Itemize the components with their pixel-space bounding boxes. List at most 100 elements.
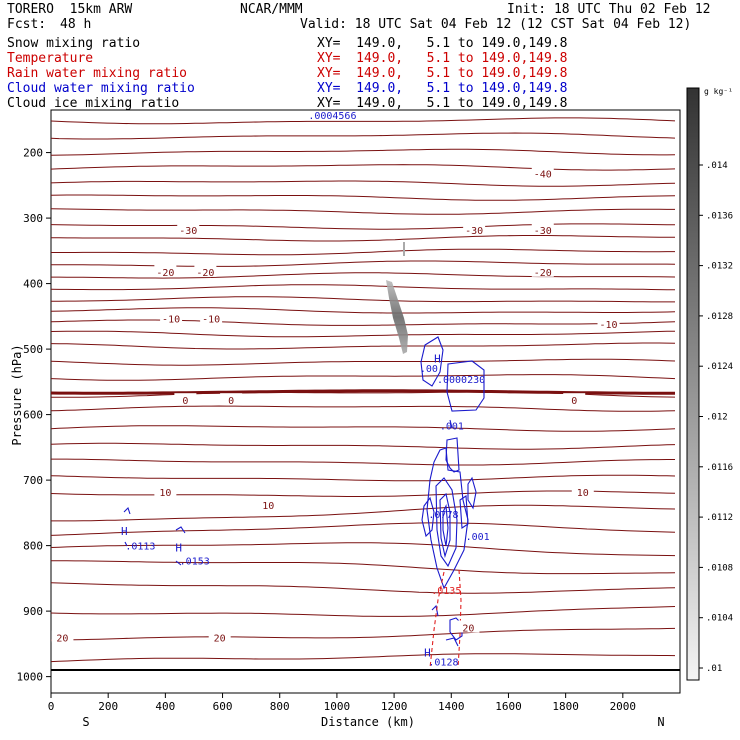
field-name-snow: Snow mixing ratio [7, 36, 141, 51]
x-tick-label: 1600 [495, 700, 522, 713]
isotherm-line [50, 319, 676, 326]
x-tick-label: 2000 [610, 700, 637, 713]
colorbar-unit: g kg⁻¹ [704, 87, 733, 96]
isotherm-label-bg [531, 264, 554, 277]
colorbar-tick-label: .0132 [706, 262, 733, 272]
cloud-max-marker: H [121, 525, 128, 538]
cloud-water-contours [123, 336, 485, 647]
isotherm-line [50, 627, 676, 641]
isotherm-line [50, 284, 676, 291]
isotherm-label-bg [571, 484, 594, 497]
isotherm-label: 10 [577, 488, 589, 499]
center-name: NCAR/MMM [240, 2, 303, 17]
isotherm-line [50, 405, 676, 412]
y-tick-label: 900 [23, 605, 43, 618]
isotherm-label-bg [531, 222, 554, 235]
field-name-temperature: Temperature [7, 51, 94, 66]
isotherm-label: -30 [179, 226, 197, 237]
cloud-water-label: .0000230 [437, 375, 485, 386]
cloud-max-marker: H [434, 352, 441, 365]
rain-water-contour-right [457, 569, 462, 669]
colorbar-ticks: .014 .0136 .0132 .0128 .0124 .012 .0116 .0112 .0… [699, 161, 733, 674]
isotherm-label: -10 [162, 314, 180, 325]
isotherm-label-bg [177, 222, 200, 235]
colorbar-tick-label: .01 [706, 664, 722, 674]
y-tick-label: 700 [23, 474, 43, 487]
colorbar-tick-label: .012 [706, 413, 728, 423]
isotherm-label: 20 [462, 623, 474, 634]
isotherm-label: 0 [228, 396, 234, 407]
isotherm-label-bg [563, 393, 586, 406]
isotherm-line [50, 374, 676, 381]
y-tick-label: 300 [23, 212, 43, 225]
isotherm-line [50, 653, 676, 663]
isotherm-line [50, 606, 676, 617]
isotherm-label-bg [208, 630, 231, 643]
isotherm-line [50, 582, 676, 594]
isotherm-label-bg [257, 497, 280, 510]
valid-time: Valid: 18 UTC Sat 04 Feb 12 (12 CST Sat … [300, 17, 692, 32]
colorbar-tick-label: .0136 [706, 211, 733, 221]
x-tick-label: 0 [48, 700, 55, 713]
isotherm-label: -20 [196, 268, 214, 279]
x-tick-label: 600 [213, 700, 233, 713]
isotherm-line [51, 458, 675, 466]
y-axis-title: Pressure (hPa) [10, 344, 24, 445]
fcst-value: 48 h [60, 17, 92, 32]
rain-water-contour-left [429, 571, 445, 669]
fcst-label: Fcst: [7, 17, 47, 32]
y-axis: 200 300 400 500 600 700 800 900 1000 [17, 147, 51, 684]
cloud-water-label: .0778 [428, 510, 458, 521]
cloud-water-label: .0153 [180, 557, 210, 568]
isotherm-line [51, 560, 676, 575]
isotherm-label: 20 [214, 633, 226, 644]
field-xsec-temperature: XY= 149.0, 5.1 to 149.0,149.8 [317, 51, 568, 66]
isotherm-label: -20 [156, 268, 174, 279]
isotherm-line [50, 358, 676, 366]
isotherm-line [50, 180, 676, 187]
cloud-water-label: .001 [440, 422, 464, 433]
isotherm-label: -30 [465, 226, 483, 237]
cloud-water-label: .00 [420, 364, 438, 375]
field-name-cloud-ice: Cloud ice mixing ratio [7, 96, 180, 111]
isotherm-line [50, 342, 676, 350]
isotherm-label-bg [160, 311, 183, 324]
isotherm-label: -30 [534, 226, 552, 237]
init-time: Init: 18 UTC Thu 02 Feb 12 [507, 2, 711, 17]
x-tick-label: 400 [155, 700, 175, 713]
isotherm-line [50, 148, 676, 156]
field-xsec-rain: XY= 149.0, 5.1 to 149.0,149.8 [317, 66, 568, 81]
isotherm-line [50, 132, 676, 140]
colorbar-tick-label: .0116 [706, 463, 733, 473]
isotherm-label: 0 [571, 396, 577, 407]
isotherm-label-bg [200, 311, 223, 324]
isotherm-label: 10 [159, 488, 171, 499]
colorbar-tick-label: .0108 [706, 563, 733, 573]
south-label: S [82, 715, 89, 729]
isotherm-label-bg [51, 630, 74, 643]
isotherm-line [51, 504, 676, 522]
isotherm-line [50, 425, 676, 432]
snow-mixing-streak [386, 280, 408, 354]
colorbar-tick-label: .0112 [706, 513, 733, 523]
isotherm-label-bg [457, 620, 480, 633]
y-tick-label: 400 [23, 278, 43, 291]
rain-water-label: .0135 [431, 586, 461, 597]
cloud-water-label: .0113 [125, 542, 155, 553]
colorbar-tick-label: .0104 [706, 614, 733, 624]
isotherm-label-bg [597, 317, 620, 330]
isotherm-label: 0 [182, 396, 188, 407]
cloud-labels: .0004566 .00.0000230 .001 .0778 .001 .0113 .01… [121, 111, 490, 668]
isotherm-label-bg [531, 166, 554, 179]
isotherm-line [50, 442, 676, 450]
y-tick-label: 200 [23, 147, 43, 160]
x-tick-label: 1200 [381, 700, 408, 713]
field-xsec-cloud-water: XY= 149.0, 5.1 to 149.0,149.8 [317, 81, 568, 96]
colorbar [686, 87, 700, 681]
isotherm-label: -10 [202, 314, 220, 325]
cloud-water-label: .0128 [428, 658, 458, 669]
isotherm-label: 10 [262, 501, 274, 512]
isotherm-line [50, 542, 676, 557]
isotherm-line [50, 307, 676, 314]
